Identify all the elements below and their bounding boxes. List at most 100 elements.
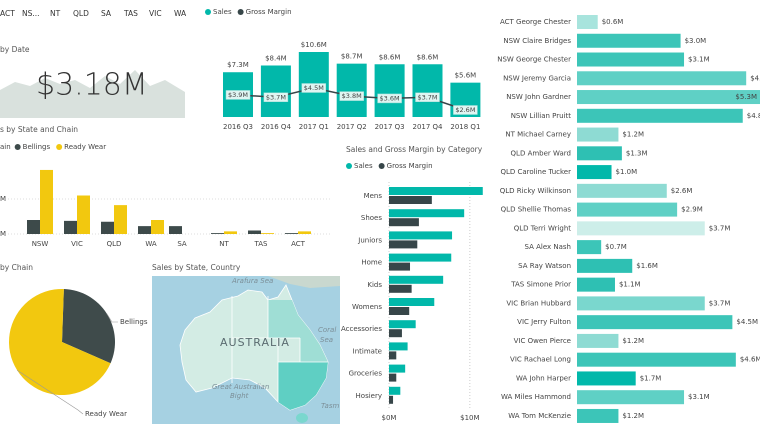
bar: [577, 296, 705, 311]
x-tick-label: 2017 Q3: [375, 123, 405, 131]
bar: [336, 63, 367, 117]
leader-line: [16, 369, 84, 415]
y-tick-label: SA Ray Watson: [518, 262, 571, 270]
map-label: Great Australian: [212, 383, 269, 391]
filter-item[interactable]: SA: [101, 9, 112, 18]
data-label-box: [301, 83, 327, 93]
data-label: $1.2M: [622, 412, 644, 420]
data-label: $4.8: [747, 112, 760, 120]
map-label: Bight: [230, 392, 249, 400]
bar: [389, 187, 483, 195]
data-label: $5.3M: [735, 93, 757, 101]
data-label: $4.9: [750, 74, 760, 82]
bar: [389, 262, 411, 271]
chart-title: Sales and Gross Margin by Category: [346, 145, 483, 154]
y-tick-label: NSW John Gardner: [506, 93, 571, 101]
bar: [577, 240, 602, 255]
data-label: $8.6M: [379, 53, 401, 61]
y-tick-label: Juniors: [357, 236, 382, 244]
bar: [27, 220, 40, 234]
data-label-box: [339, 91, 364, 101]
legend-label: Gross Margin: [246, 8, 292, 16]
data-label: $3.7M: [266, 93, 286, 101]
bar: [389, 386, 401, 395]
x-tick-label: QLD: [107, 240, 122, 248]
legend-marker: [237, 9, 244, 15]
data-label-box: [415, 92, 440, 103]
data-label: $1.2M: [622, 131, 644, 139]
x-tick-label: NT: [219, 240, 229, 248]
bar: [389, 307, 410, 315]
data-label: $8.4M: [265, 54, 287, 62]
data-label-box: [225, 90, 251, 100]
x-tick-label: WA: [145, 240, 157, 248]
data-label: $10.6M: [301, 41, 327, 49]
y-tick-label: WA Miles Hammond: [501, 393, 571, 401]
pie-label: Bellings: [120, 318, 148, 326]
y-tick-label: WA John Harper: [516, 374, 571, 382]
bar: [298, 231, 311, 234]
pie-slice: [9, 289, 111, 395]
map-label: Sea: [320, 336, 333, 344]
data-label: $0.6M: [602, 18, 624, 26]
x-tick-label: 2018 Q1: [450, 123, 480, 131]
bar: [261, 233, 274, 234]
data-label: $4.5M: [304, 84, 324, 92]
data-label: $5.6M: [455, 72, 477, 80]
bar: [577, 52, 685, 67]
bar: [389, 218, 419, 227]
legend-label: Bellings: [23, 143, 51, 151]
data-label: $2.6M: [455, 106, 475, 114]
map-tasmania: [296, 413, 308, 423]
data-label-box: [377, 93, 402, 104]
bar: [389, 364, 406, 373]
y-tick-label: M: [0, 230, 6, 238]
bar: [577, 277, 615, 292]
bar: [224, 231, 237, 234]
filter-item[interactable]: VIC: [149, 9, 162, 18]
bar: [260, 65, 291, 117]
bar: [64, 220, 77, 234]
bar: [211, 233, 224, 234]
chart-title: s by State and Chain: [0, 125, 78, 134]
filter-item[interactable]: NT: [50, 9, 61, 18]
map-title: Sales by State, Country: [152, 263, 241, 272]
y-tick-label: NSW George Chester: [497, 56, 571, 64]
bar: [577, 183, 667, 198]
y-tick-label: Womens: [352, 303, 382, 311]
data-label: $3.7M: [417, 93, 437, 101]
data-label: $3.9M: [228, 91, 248, 99]
filter-item[interactable]: WA: [174, 9, 187, 18]
y-tick-label: WA Tom McKenzie: [508, 412, 571, 420]
data-label: $2.6M: [671, 187, 693, 195]
x-tick-label: SA: [177, 240, 187, 248]
bar: [577, 15, 598, 29]
y-tick-label: QLD Ricky Wilkinson: [500, 187, 571, 195]
x-tick-label: VIC: [71, 240, 83, 248]
bar: [101, 221, 114, 234]
bar: [389, 351, 397, 360]
bar: [389, 298, 435, 306]
y-tick-label: Home: [361, 259, 382, 267]
filter-item[interactable]: ACT: [0, 9, 15, 18]
bar: [577, 127, 619, 142]
data-label: $1.3M: [626, 149, 648, 157]
filter-item[interactable]: NS...: [22, 9, 40, 18]
chart-title: by Chain: [0, 263, 33, 272]
data-label-box: [263, 92, 289, 103]
y-tick-label: QLD Terri Wright: [514, 224, 572, 232]
data-label: $3.1M: [688, 56, 710, 64]
data-label: $1.6M: [636, 262, 658, 270]
filter-item[interactable]: TAS: [123, 9, 138, 18]
bar: [577, 371, 636, 386]
y-tick-label: NSW Claire Bridges: [503, 37, 571, 45]
filter-item[interactable]: QLD: [73, 9, 89, 18]
y-tick-label: QLD Amber Ward: [511, 149, 571, 157]
data-label: $1.7M: [640, 374, 662, 382]
bar: [577, 333, 619, 348]
map-country: AUSTRALIA: [220, 336, 290, 349]
bar: [40, 169, 53, 234]
legend-marker: [205, 9, 211, 15]
y-tick-label: SA Alex Nash: [525, 243, 571, 251]
bar: [389, 275, 444, 284]
